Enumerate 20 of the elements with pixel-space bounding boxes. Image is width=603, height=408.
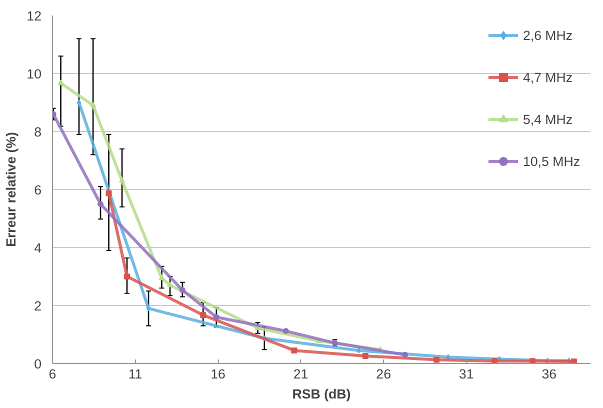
y-axis-title: Erreur relative (%)	[4, 132, 19, 247]
x-tick-label: 36	[542, 366, 557, 382]
x-axis-title: RSB (dB)	[292, 386, 351, 402]
y-tick-label: 6	[34, 182, 42, 198]
x-tick-label: 11	[128, 366, 142, 382]
x-tick-label: 31	[458, 366, 474, 382]
x-tick-label: 16	[210, 366, 226, 382]
legend-label: 10,5 MHz	[522, 154, 580, 168]
y-tick-label: 0	[34, 356, 42, 372]
legend-label: 4,7 MHz	[522, 70, 573, 84]
y-tick-label: 4	[34, 240, 42, 256]
y-tick-label: 8	[34, 124, 42, 140]
legend-label: 2,6 MHz	[522, 28, 573, 42]
x-tick-label: 26	[376, 366, 391, 382]
legend-label: 5,4 MHz	[522, 112, 573, 126]
y-tick-label: 2	[34, 298, 42, 314]
x-tick-label: 21	[293, 366, 308, 382]
x-tick-label: 6	[48, 366, 56, 382]
y-tick-label: 12	[26, 8, 42, 24]
y-tick-label: 10	[26, 66, 42, 82]
